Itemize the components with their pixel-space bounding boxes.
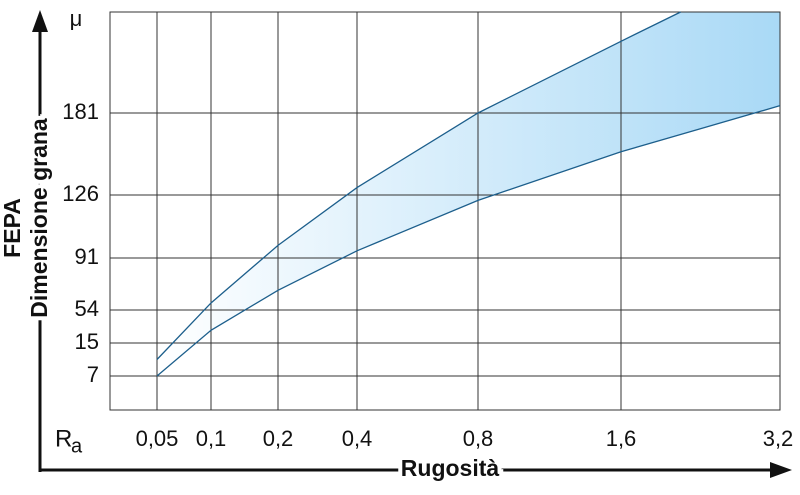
y-tick-label: 126 <box>62 181 99 206</box>
x-tick-label: 0,1 <box>196 426 227 451</box>
x-tick-label: 0,05 <box>136 426 179 451</box>
y-axis-label: FEPA <box>0 198 25 258</box>
y-arrow-head <box>32 10 48 32</box>
band-edge <box>156 11 681 360</box>
y-tick-label: 15 <box>75 329 99 354</box>
x-arrow-head <box>770 462 792 478</box>
x-tick-label: 1,6 <box>606 426 637 451</box>
plot-area <box>109 11 781 411</box>
band-area <box>157 12 780 376</box>
y-unit: μ <box>70 6 83 31</box>
y-axis-label: Dimensione grana <box>26 118 52 318</box>
plot-frame <box>109 11 781 411</box>
x-axis-label: Rugosità <box>401 455 500 481</box>
x-tick-label: 0,8 <box>463 426 494 451</box>
y-tick-label: 91 <box>75 244 99 269</box>
band-edge <box>156 105 781 377</box>
x-tick-label: 0,4 <box>342 426 373 451</box>
y-tick-label: 7 <box>87 362 99 387</box>
x-symbol-sub: a <box>71 435 83 457</box>
x-tick-label: 0,2 <box>263 426 294 451</box>
x-symbol: R <box>55 425 72 452</box>
y-tick-label: 54 <box>75 296 99 321</box>
x-tick-label: 3,2 <box>763 426 794 451</box>
y-tick-label: 181 <box>62 99 99 124</box>
